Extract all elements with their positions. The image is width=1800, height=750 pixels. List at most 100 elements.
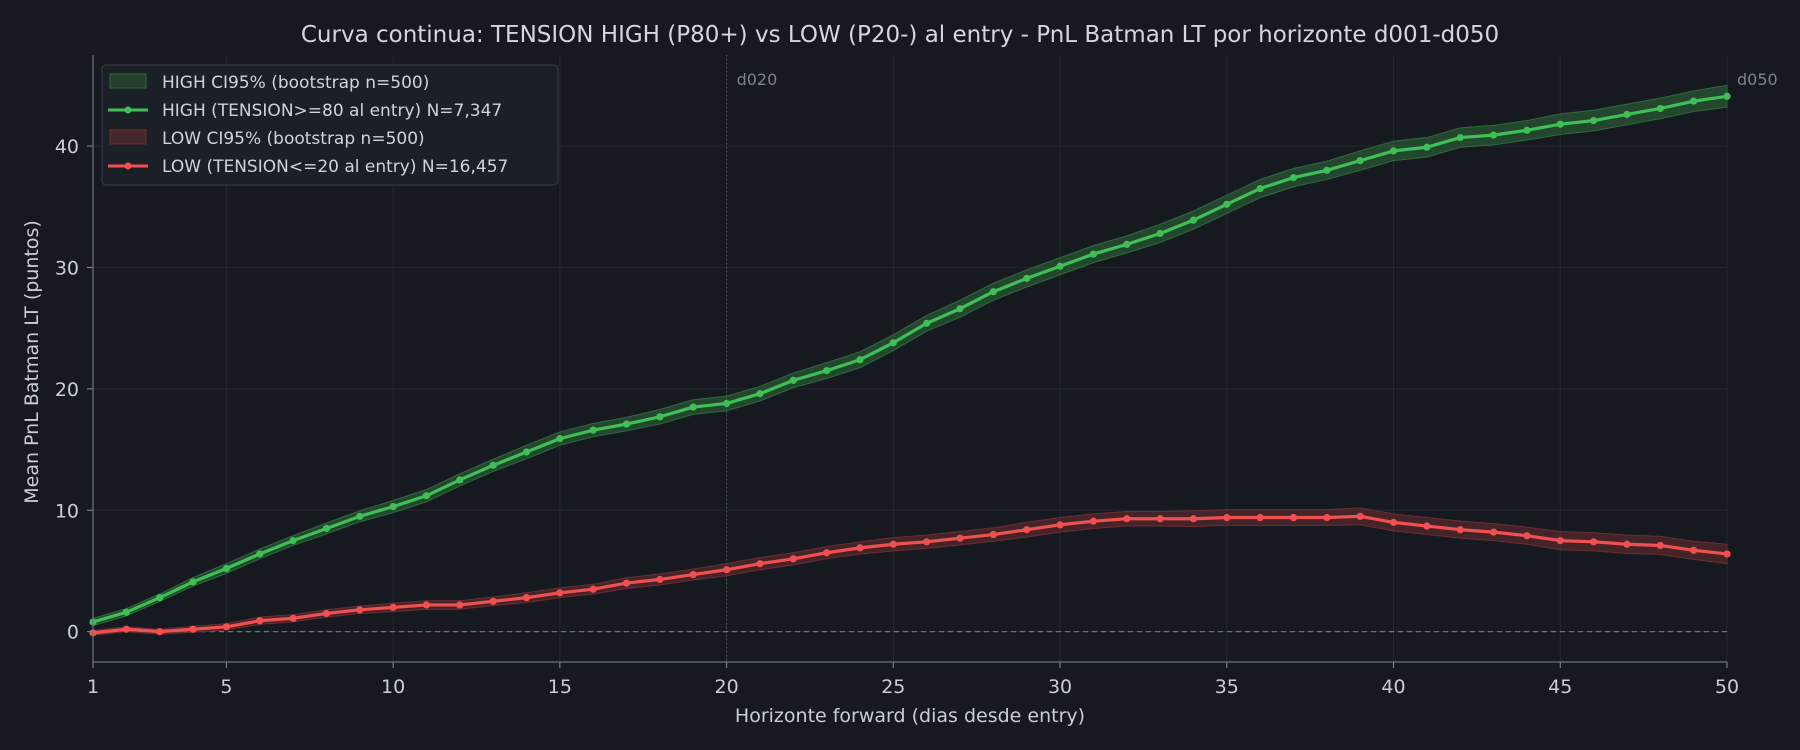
data-point-high	[889, 339, 897, 347]
legend-low-marker	[124, 162, 132, 170]
legend-low-band-swatch	[109, 129, 147, 145]
legend-high-label: HIGH (TENSION>=80 al entry) N=7,347	[162, 101, 502, 121]
data-point-high	[1023, 274, 1031, 282]
data-point-high	[589, 426, 597, 434]
data-point-low	[1556, 537, 1564, 545]
data-point-high	[1623, 110, 1631, 119]
data-point-high	[856, 356, 864, 364]
data-point-low	[1489, 528, 1498, 536]
data-point-low	[1623, 540, 1631, 548]
data-point-low	[989, 530, 997, 539]
data-point-low	[1023, 526, 1031, 534]
data-point-low	[1656, 541, 1664, 550]
data-point-high	[1423, 143, 1431, 151]
x-tick-label: 15	[548, 676, 572, 698]
data-point-low	[1423, 522, 1431, 530]
legend-low-label: LOW (TENSION<=20 al entry) N=16,457	[162, 157, 508, 177]
reference-lines: d020 d050	[93, 55, 1778, 662]
data-point-low	[856, 544, 864, 552]
x-tick-label: 20	[714, 676, 738, 698]
data-point-low	[1256, 513, 1264, 522]
data-point-low	[589, 585, 597, 593]
data-point-low	[889, 540, 897, 548]
data-point-low	[923, 538, 931, 546]
data-point-high	[556, 435, 564, 443]
data-point-high	[1389, 147, 1398, 155]
data-point-high	[622, 420, 631, 428]
y-tick-label: 20	[55, 379, 79, 401]
data-point-low	[556, 589, 564, 597]
data-point-low	[656, 575, 664, 584]
data-point-low	[256, 617, 264, 625]
data-point-high	[956, 305, 964, 313]
legend-high-band-swatch	[109, 73, 147, 89]
data-point-low	[1590, 538, 1598, 546]
data-point-high	[289, 537, 297, 545]
ci-band-high	[92, 84, 1728, 627]
x-tick-label: 10	[381, 676, 405, 698]
legend-frame	[101, 64, 559, 186]
series-line-low	[92, 514, 1728, 635]
data-point-low	[1456, 526, 1464, 534]
data-point-low	[1056, 521, 1064, 529]
data-point-high	[322, 524, 331, 533]
data-point-low	[122, 625, 130, 633]
data-point-low	[1690, 546, 1698, 554]
data-point-high	[1089, 250, 1098, 258]
data-point-low	[1323, 513, 1331, 522]
legend: HIGH CI95% (bootstrap n=500) HIGH (TENSI…	[101, 64, 559, 186]
x-tick-label: 5	[220, 676, 232, 698]
data-point-low	[689, 570, 697, 579]
data-point-low	[789, 555, 797, 563]
x-tick-label: 45	[1548, 676, 1572, 698]
data-point-low	[189, 625, 197, 633]
data-point-low	[722, 566, 731, 574]
data-point-high	[1523, 126, 1531, 134]
data-point-high	[756, 390, 764, 398]
data-point-low	[1156, 515, 1164, 523]
data-point-low	[756, 560, 764, 568]
data-point-high	[189, 578, 197, 586]
data-point-low	[356, 606, 364, 614]
y-tick-label: 10	[55, 500, 79, 522]
data-point-low	[1389, 518, 1398, 526]
data-point-low	[456, 601, 464, 609]
data-point-high	[156, 594, 164, 602]
data-point-low	[1123, 515, 1131, 523]
data-point-high	[689, 403, 697, 411]
data-point-high	[1156, 229, 1164, 238]
data-point-low	[1289, 513, 1298, 522]
ci-band-low	[92, 507, 1728, 636]
data-point-low	[522, 594, 531, 602]
data-point-high	[1323, 166, 1331, 174]
data-point-high	[789, 376, 797, 384]
data-point-high	[1690, 97, 1698, 105]
data-point-low	[222, 623, 230, 631]
y-tick-label: 0	[67, 622, 79, 644]
data-point-high	[256, 550, 264, 558]
y-tick-label: 40	[55, 136, 79, 158]
data-point-high	[1223, 200, 1231, 208]
series-lines	[89, 92, 1731, 637]
data-point-low	[422, 601, 431, 609]
legend-high-marker	[124, 106, 132, 114]
data-point-high	[1256, 184, 1264, 193]
data-point-high	[222, 564, 230, 573]
data-point-high	[1590, 116, 1598, 125]
data-point-high	[489, 461, 497, 469]
y-tick-label: 30	[55, 257, 79, 279]
data-point-high	[989, 288, 997, 296]
data-point-high	[923, 319, 931, 327]
x-tick-label: 35	[1215, 676, 1239, 698]
data-point-high	[1356, 157, 1364, 165]
data-point-high	[1556, 120, 1564, 128]
data-point-high	[456, 476, 464, 484]
legend-low-band-label: LOW CI95% (bootstrap n=500)	[162, 129, 425, 149]
x-tick-label: 50	[1715, 676, 1739, 698]
chart-title: Curva continua: TENSION HIGH (P80+) vs L…	[301, 22, 1499, 48]
y-axis-label: Mean PnL Batman LT (puntos)	[21, 220, 43, 504]
data-point-high	[1189, 216, 1198, 224]
